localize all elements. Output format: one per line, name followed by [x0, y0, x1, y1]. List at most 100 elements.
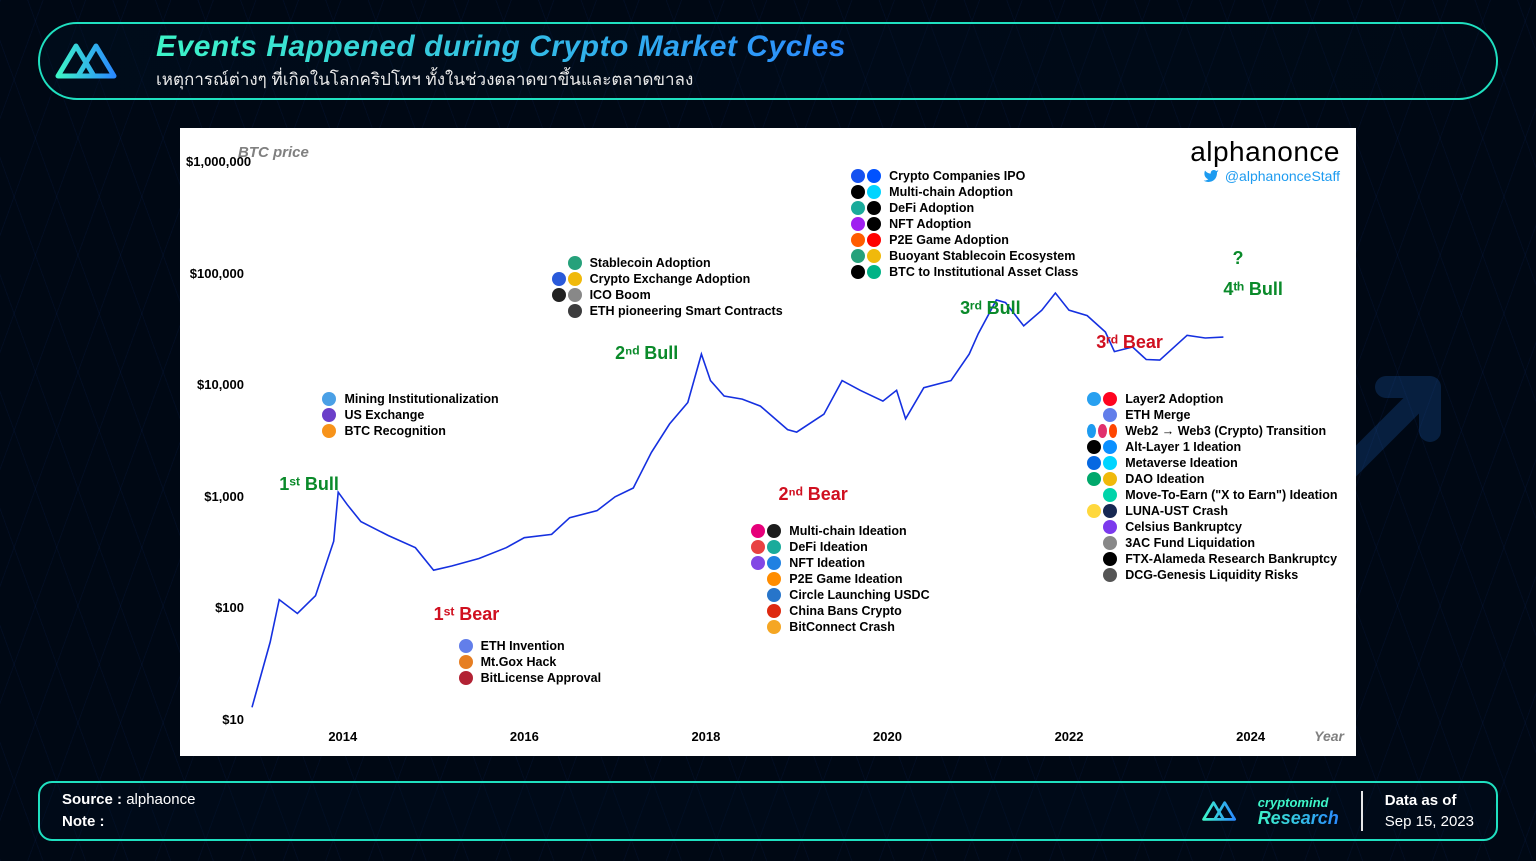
annotation-item: DAO Ideation	[1087, 472, 1337, 486]
annotation-item: Stablecoin Adoption	[552, 256, 783, 270]
annotation-label: Multi-chain Adoption	[889, 185, 1013, 199]
annotation-icon	[552, 272, 582, 286]
x-tick: 2020	[873, 729, 902, 744]
annotation-label: BitLicense Approval	[481, 671, 601, 685]
annotation-label: ETH Invention	[481, 639, 565, 653]
annotation-label: DeFi Adoption	[889, 201, 974, 215]
annotation-icon	[751, 604, 781, 618]
annotation-item: Mining Institutionalization	[306, 392, 498, 406]
annotation-item: Alt-Layer 1 Ideation	[1087, 440, 1337, 454]
cycle-label: 1ˢᵗ Bull	[279, 474, 339, 495]
annotation-label: Celsius Bankruptcy	[1125, 520, 1242, 534]
annotation-icon	[851, 169, 881, 183]
y-tick: $10,000	[186, 377, 244, 392]
x-tick: 2022	[1055, 729, 1084, 744]
attribution-name: alphanonce	[1190, 136, 1340, 168]
footer-logo-icon	[1198, 793, 1248, 829]
annotation-label: DCG-Genesis Liquidity Risks	[1125, 568, 1298, 582]
annotation-icon	[851, 233, 881, 247]
annotation-item: Crypto Companies IPO	[851, 169, 1078, 183]
annotation-icon	[751, 588, 781, 602]
x-axis-title: Year	[1314, 728, 1344, 744]
annotation-icon	[851, 185, 881, 199]
x-tick: 2024	[1236, 729, 1265, 744]
plot-area: 1ˢᵗ Bull1ˢᵗ Bear2ⁿᵈ Bull2ⁿᵈ Bear3ʳᵈ Bull…	[252, 162, 1296, 720]
annotation-label: 3AC Fund Liquidation	[1125, 536, 1255, 550]
date-label: Data as of	[1385, 792, 1457, 809]
annotation-item: FTX-Alameda Research Bankruptcy	[1087, 552, 1337, 566]
y-tick: $1,000	[186, 489, 244, 504]
annotation-icon	[851, 201, 881, 215]
annotation-label: P2E Game Ideation	[789, 572, 902, 586]
annotation-icon	[1087, 456, 1117, 470]
annotation-label: ETH Merge	[1125, 408, 1190, 422]
annotation-label: Crypto Companies IPO	[889, 169, 1025, 183]
y-tick: $100	[186, 600, 244, 615]
annotation-icon	[443, 655, 473, 669]
annotation-item: NFT Adoption	[851, 217, 1078, 231]
annotation-item: Crypto Exchange Adoption	[552, 272, 783, 286]
annotation-item: Web2 → Web3 (Crypto) Transition	[1087, 424, 1337, 438]
annotation-icon	[751, 540, 781, 554]
annotation-icon	[1087, 424, 1117, 438]
footer-logo-line1: cryptomind	[1258, 796, 1339, 809]
annotation-icon	[1087, 568, 1117, 582]
cycle-label: ?	[1232, 248, 1243, 269]
annotation-item: BitLicense Approval	[443, 671, 601, 685]
annotation-label: BTC to Institutional Asset Class	[889, 265, 1078, 279]
annotation-label: DeFi Ideation	[789, 540, 867, 554]
annotation-icon	[552, 288, 582, 302]
x-tick: 2014	[328, 729, 357, 744]
cycle-label: 4ᵗʰ Bull	[1223, 279, 1283, 300]
annotation-icon	[751, 620, 781, 634]
annotation-group-bull1: Mining Institutionalization US Exchange BT…	[306, 390, 498, 440]
annotation-item: 3AC Fund Liquidation	[1087, 536, 1337, 550]
annotation-icon	[306, 424, 336, 438]
annotation-group-bear2: Multi-chain IdeationDeFi IdeationNFT Ide…	[751, 522, 929, 636]
footer-bar: Source : alphaonce Note : cryptomind Res…	[38, 781, 1498, 841]
annotation-icon	[1087, 536, 1117, 550]
annotation-item: ETH pioneering Smart Contracts	[552, 304, 783, 318]
page-title-th: เหตุการณ์ต่างๆ ที่เกิดในโลกคริปโทฯ ทั้งใ…	[156, 66, 846, 93]
annotation-icon	[306, 392, 336, 406]
y-tick: $1,000,000	[186, 154, 244, 169]
annotation-label: China Bans Crypto	[789, 604, 902, 618]
annotation-item: DCG-Genesis Liquidity Risks	[1087, 568, 1337, 582]
annotation-item: ICO Boom	[552, 288, 783, 302]
annotation-item: Multi-chain Ideation	[751, 524, 929, 538]
y-tick: $100,000	[186, 266, 244, 281]
annotation-icon	[751, 556, 781, 570]
note-label: Note :	[62, 813, 105, 830]
date-value: Sep 15, 2023	[1385, 811, 1474, 832]
cycle-label: 3ʳᵈ Bear	[1096, 332, 1163, 353]
annotation-label: Metaverse Ideation	[1125, 456, 1238, 470]
footer-date: Data as of Sep 15, 2023	[1385, 790, 1474, 832]
annotation-label: Mining Institutionalization	[344, 392, 498, 406]
annotation-group-bear1: ETH InventionMt.Gox HackBitLicense Appro…	[443, 637, 601, 687]
annotation-item: ETH Invention	[443, 639, 601, 653]
annotation-icon	[1087, 408, 1117, 422]
annotation-label: DAO Ideation	[1125, 472, 1204, 486]
annotation-label: Layer2 Adoption	[1125, 392, 1223, 406]
annotation-label: US Exchange	[344, 408, 424, 422]
annotation-item: Celsius Bankruptcy	[1087, 520, 1337, 534]
annotation-group-bear3: Layer2 Adoption ETH Merge Web2 → Web3 (Cry…	[1087, 390, 1337, 584]
annotation-label: Move-To-Earn ("X to Earn") Ideation	[1125, 488, 1337, 502]
attribution-handle-text: @alphanonceStaff	[1225, 168, 1340, 184]
annotation-label: BTC Recognition	[344, 424, 445, 438]
source-label: Source :	[62, 791, 122, 808]
annotation-item: ETH Merge	[1087, 408, 1337, 422]
brand-logo-icon	[38, 22, 148, 100]
annotation-label: Alt-Layer 1 Ideation	[1125, 440, 1241, 454]
annotation-icon	[552, 304, 582, 318]
annotation-item: Multi-chain Adoption	[851, 185, 1078, 199]
annotation-item: Move-To-Earn ("X to Earn") Ideation	[1087, 488, 1337, 502]
footer-logo-line2: Research	[1258, 809, 1339, 827]
annotation-item: BTC Recognition	[306, 424, 498, 438]
annotation-label: Multi-chain Ideation	[789, 524, 906, 538]
annotation-icon	[1087, 552, 1117, 566]
cycle-label: 2ⁿᵈ Bear	[779, 484, 848, 505]
cycle-label: 1ˢᵗ Bear	[434, 604, 500, 625]
annotation-icon	[851, 217, 881, 231]
attribution-handle: @alphanonceStaff	[1190, 168, 1340, 184]
